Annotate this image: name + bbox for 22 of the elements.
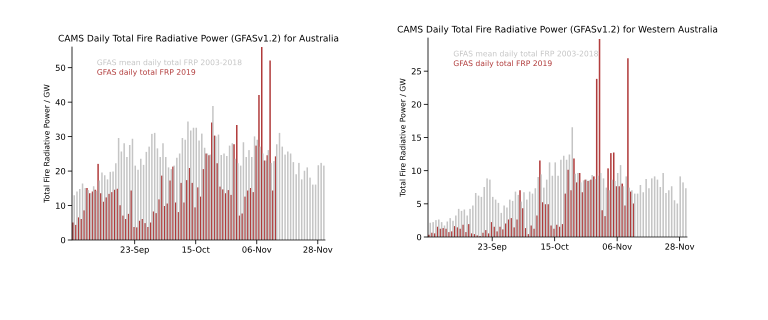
y-tick-label: 0 [60,236,66,244]
y-tick-label: 10 [56,202,66,209]
y-tick-label: 20 [56,168,66,174]
y-tick-label: 20 [412,101,422,108]
y-tick-label: 10 [412,168,422,174]
y-tick-label: 0 [416,234,422,240]
y-tick-label: 25 [412,68,422,74]
y-tick-label: 40 [56,99,66,106]
x-tick-label: 28-Nov [303,246,332,253]
x-tick-label: 23-Sep [120,246,149,254]
y-tick-label: 5 [417,200,422,208]
y-tick-label: 15 [412,134,422,141]
x-tick-label: 15-Oct [182,246,210,253]
chart-title: CAMS Daily Total Fire Radiative Power (GFASv1.2) for Western Australia [398,26,718,34]
x-tick-label: 15-Oct [541,243,569,250]
y-tick-label: 30 [56,134,66,140]
x-tick-label: 06-Nov [602,243,632,250]
x-tick-label: 28-Nov [665,243,694,250]
y-tick-label: 50 [56,64,66,71]
chart-title: CAMS Daily Total Fire Radiative Power (GFASv1.2) for Australia [58,34,338,44]
x-tick-label: 06-Nov [242,246,272,253]
x-tick-label: 23-Sep [478,243,506,252]
